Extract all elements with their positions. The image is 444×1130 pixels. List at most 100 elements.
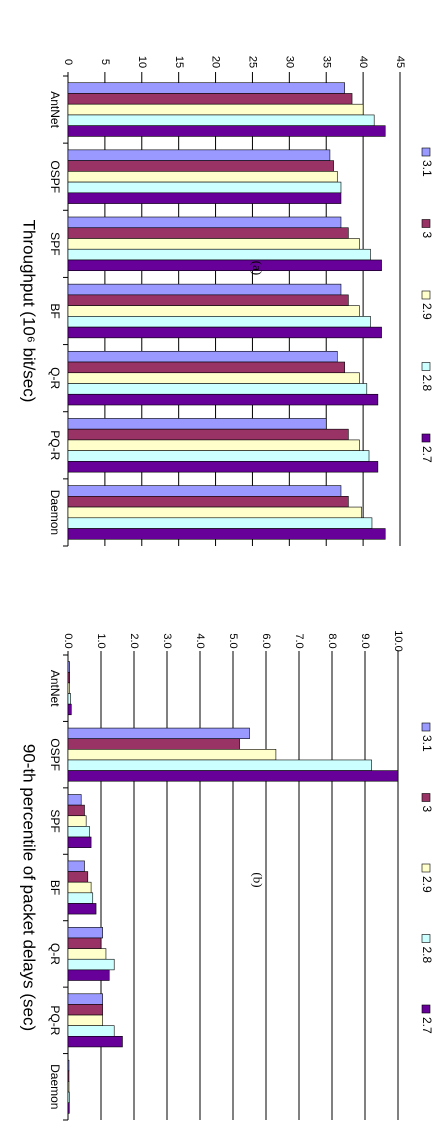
chart1-bar [67,892,94,904]
chart0-bar [67,283,342,296]
chart1-tick-label: 9.0 [359,633,371,648]
chart1-category-label: BF [48,880,62,895]
delay-chart: 90-th percentile of packet delays (sec) 0… [0,585,444,1130]
delay-chart-svg: 90-th percentile of packet delays (sec) 0… [20,630,434,1121]
chart0-bar [67,294,349,306]
chart1-bar [67,1014,103,1026]
chart1-bar [67,1025,115,1037]
chart1-bar [67,993,103,1005]
chart0-bar [67,171,338,183]
chart1-legend-swatch [421,722,431,732]
chart0-legend-swatch [421,290,431,300]
chart0-bar [67,160,334,172]
chart1-legend-label: 2.9 [420,876,434,893]
chart0-category-label: AntNet [48,91,62,128]
chart0-bar [67,192,342,204]
chart1-bar [67,860,85,872]
chart1-bar [67,661,70,673]
chart1-bar [67,770,399,782]
chart0-bar [67,428,349,441]
chart0-legend-label: 2.8 [420,375,434,392]
chart1-category-label: OSPF [48,738,62,771]
chart0-legend-label: 3 [420,232,434,239]
chart0-title: Throughput (10⁶ bit/sec) [20,220,39,403]
chart1-bar [67,1091,70,1104]
chart0-bar [67,393,379,406]
chart0-tick-label: 40 [357,56,369,68]
chart0-bar [67,93,353,105]
chart1-bar [67,871,89,883]
panel-label-b: (b) [250,872,266,888]
chart0-category-label: OSPF [48,160,62,193]
chart0-legend-swatch [421,147,431,157]
chart0-bar [67,248,371,261]
chart1-bar [67,969,110,981]
chart1-legend-swatch [421,1004,431,1014]
chart1-title: 90-th percentile of packet delays (sec) [20,744,39,1031]
chart0-bar [67,181,342,194]
chart1-bar [67,738,240,750]
chart0-bar [67,103,364,116]
chart1-bar [67,703,72,716]
chart1-bar [67,1004,103,1016]
chart1-bar [67,727,250,739]
chart0-bar [67,383,368,395]
chart1-legend-swatch [421,863,431,873]
chart0-category-label: Q-R [48,367,62,389]
chart1-legend-swatch [421,793,431,802]
chart1-legend-label: 2.7 [420,1017,434,1034]
chart0-bar [67,149,331,161]
chart1-tick-label: 4.0 [194,633,206,648]
chart0-bar [67,372,360,384]
chart0-tick-label: 35 [320,56,332,68]
chart1-bar [67,948,107,960]
chart0-bar [67,450,370,462]
chart0-bar [67,227,349,239]
chart1-bar [67,937,102,949]
chart0-bar [67,326,382,339]
chart1-category-label: Daemon [48,1064,62,1109]
chart0-bar [67,350,338,363]
chart1-bar [67,815,87,827]
chart1-category-label: AntNet [48,670,62,707]
chart0-bar [67,125,386,137]
chart0-bar [67,506,362,519]
chart1-bar [67,881,92,894]
chart1-tick-label: 1.0 [95,633,107,648]
chart1-bar [67,794,82,806]
chart1-category-label: SPF [48,809,62,832]
chart1-tick-label: 0.0 [62,633,74,648]
chart0-bar [67,216,342,229]
chart0-bar [67,485,342,497]
chart0-tick-label: 0 [62,59,74,65]
chart1-category-label: Q-R [48,943,62,965]
chart0-bar [67,517,373,529]
chart0-legend-swatch [421,433,431,443]
chart0-bar [67,361,345,374]
chart1-bar [67,693,71,705]
chart0-tick-label: 25 [247,56,259,68]
chart0-bar [67,418,327,430]
chart0-tick-label: 45 [394,56,406,68]
chart0-category-label: PQ-R [48,430,62,460]
chart1-bar [67,1059,70,1072]
chart0-bar [67,316,371,328]
chart0-bar [67,496,349,508]
panel-label-a: (a) [250,260,266,276]
chart0-bar [67,461,379,473]
chart1-bar [67,682,70,694]
chart1-category-label: PQ-R [48,1005,62,1035]
chart0-bar [67,114,375,126]
chart0-legend-label: 3.1 [420,160,434,177]
chart0-legend-swatch [421,362,431,371]
chart1-tick-label: 5.0 [227,633,239,648]
chart1-tick-label: 8.0 [326,633,338,648]
chart0-legend-label: 2.7 [420,446,434,463]
chart1-bar [67,958,115,971]
throughput-chart: Throughput (10⁶ bit/sec) 0 5 10 15 20 25 30 35 40… [20,56,434,547]
throughput-chart-svg: Throughput (10⁶ bit/sec) 0 5 10 15 20 25 30 35 40… [20,56,434,547]
chart0-bar [67,238,360,250]
chart1-legend-label: 2.8 [420,947,434,964]
chart1-legend-swatch [421,934,431,943]
chart0-tick-label: 30 [283,56,295,68]
